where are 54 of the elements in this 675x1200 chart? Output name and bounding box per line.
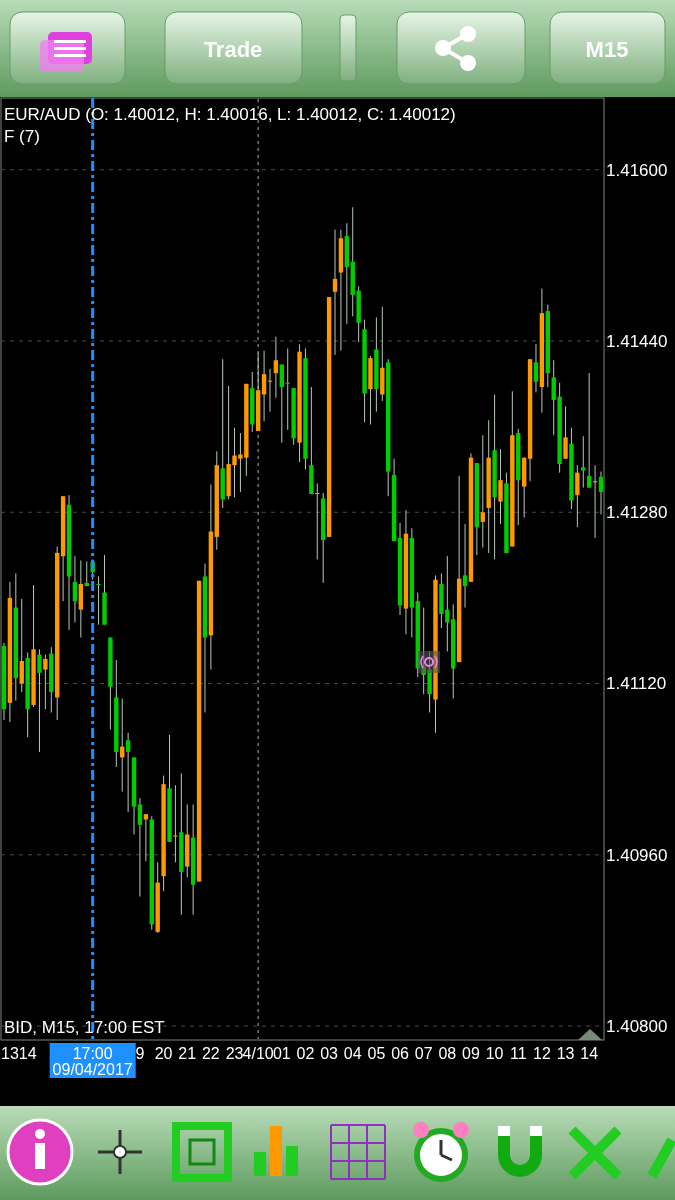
y-tick-label: 1.41280 [606,503,668,523]
x-tick-label: 03 [320,1045,339,1062]
text: M15 [585,37,629,62]
x-tick-label: 4/10 [242,1045,274,1062]
candlestick [480,434,485,549]
candlestick [43,654,48,710]
candlestick [96,575,101,626]
candlestick [533,343,539,393]
x-tick-label: 04 [343,1045,362,1062]
candlestick [137,797,143,898]
y-tick-label: 1.41120 [606,674,667,694]
candlestick [261,350,267,422]
x-tick-label: 20 [154,1045,173,1062]
candlestick [598,471,604,515]
x-tick-label: 14 [580,1045,599,1062]
y-tick-label: 1.40800 [606,1017,668,1037]
x-tick-label: 08 [438,1045,457,1062]
y-tick-label: 1.40960 [606,845,668,865]
candlestick [498,448,503,525]
x-tick-label: 12 [532,1045,551,1062]
x-tick-label: 05 [367,1045,386,1062]
x-tick-label: 17:00 [72,1045,113,1062]
annotation: BID, M15, 17:00 EST [4,1018,165,1037]
candlestick [586,372,592,489]
candlestick [563,405,568,460]
x-tick-label: 01 [272,1045,291,1062]
candlestick [575,464,580,528]
candlestick [19,598,24,693]
x-tick-label: 23 [225,1045,244,1062]
y-tick-label: 1.41440 [606,331,668,351]
x-tick-label: 11 [509,1045,527,1062]
x-tick-label: 09 [462,1045,480,1062]
candlestick [581,435,586,489]
x-tick-label: 07 [414,1045,433,1062]
text: F (7) [4,127,40,146]
candlestick [462,523,468,609]
candlestick [37,648,42,753]
x-tick-label: 14 [18,1045,37,1062]
x-tick-label: 06 [391,1045,410,1062]
ref-line-label: 09/04/2017 [52,1061,133,1078]
x-tick-label: 02 [296,1045,315,1062]
candlestick [332,229,338,356]
x-tick-label: 21 [178,1045,197,1062]
x-tick-label: 13 [1,1045,19,1062]
candlestick [273,336,279,399]
y-tick-label: 1.41600 [606,160,668,180]
candlestick [125,732,131,813]
x-tick-label: 9 [135,1045,145,1062]
candlestick [173,784,178,863]
text: Trade [203,37,263,62]
x-tick-label: 13 [556,1045,575,1062]
chart-title: EUR/AUD (O: 1.40012, H: 1.40016, L: 1.40012, C: 1.40012) [4,105,456,124]
x-tick-label: 10 [485,1045,504,1062]
x-tick-label: 22 [201,1045,220,1062]
